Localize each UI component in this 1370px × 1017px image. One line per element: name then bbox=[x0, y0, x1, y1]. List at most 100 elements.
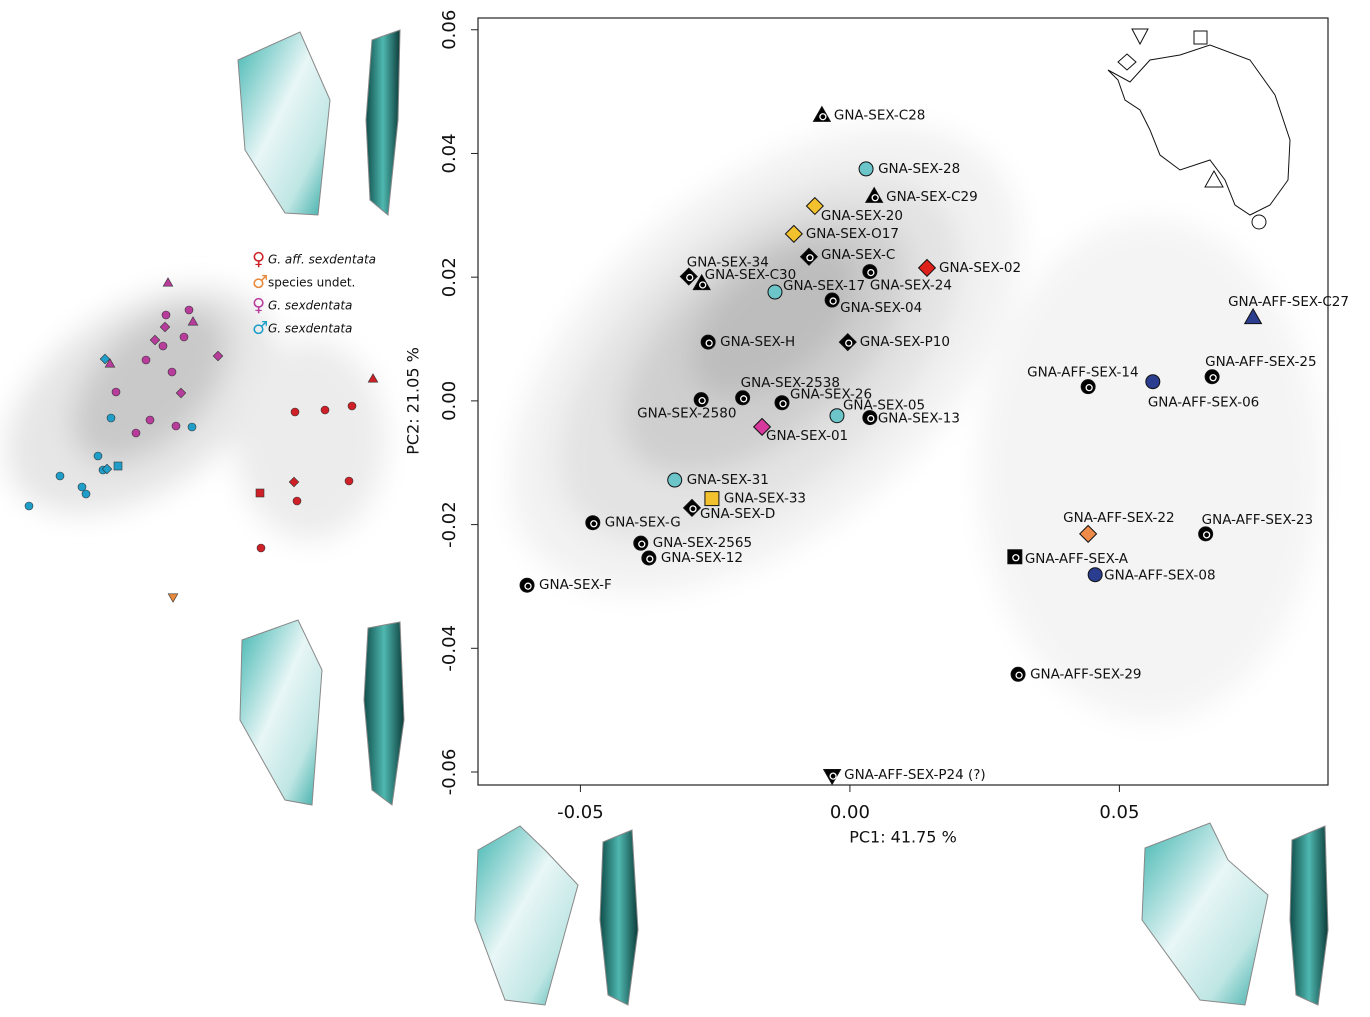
point-label: GNA-SEX-13 bbox=[878, 411, 960, 427]
point bbox=[163, 278, 173, 286]
point bbox=[775, 396, 789, 410]
point-label: GNA-SEX-01 bbox=[766, 428, 848, 444]
point bbox=[701, 335, 715, 349]
point bbox=[1011, 667, 1025, 681]
point-label: GNA-SEX-D bbox=[700, 506, 775, 522]
point bbox=[1205, 370, 1219, 384]
point bbox=[520, 578, 534, 592]
point bbox=[705, 492, 719, 506]
point-label: GNA-SEX-02 bbox=[939, 260, 1021, 276]
point bbox=[142, 356, 150, 364]
y-tick-label: 0.00 bbox=[439, 381, 460, 421]
x-tick-label: 0.05 bbox=[1099, 802, 1139, 823]
point bbox=[162, 311, 170, 319]
legend-label: G. aff. sexdentata bbox=[268, 253, 376, 267]
point bbox=[112, 388, 120, 396]
point bbox=[56, 472, 64, 480]
point-label: GNA-SEX-C29 bbox=[886, 189, 978, 205]
point-label: GNA-SEX-12 bbox=[661, 550, 743, 566]
point bbox=[168, 594, 178, 602]
point-label: GNA-AFF-SEX-P24 (?) bbox=[844, 767, 986, 783]
point bbox=[345, 477, 353, 485]
y-tick-label: 0.06 bbox=[439, 10, 460, 50]
legend-symbol: ♂ bbox=[252, 318, 268, 339]
legend-symbol: ♂ bbox=[252, 272, 268, 293]
point-label: GNA-SEX-33 bbox=[724, 491, 806, 507]
point-label: GNA-SEX-04 bbox=[840, 300, 922, 316]
point bbox=[348, 402, 356, 410]
x-tick-label: -0.05 bbox=[557, 802, 604, 823]
point bbox=[114, 462, 122, 470]
point bbox=[256, 489, 264, 497]
point bbox=[78, 483, 86, 491]
point bbox=[172, 422, 180, 430]
point bbox=[634, 536, 648, 550]
point bbox=[180, 333, 188, 341]
y-tick-label: -0.02 bbox=[439, 501, 460, 548]
point bbox=[1146, 375, 1160, 389]
point-label: GNA-SEX-2565 bbox=[653, 535, 752, 551]
point-label: GNA-SEX-31 bbox=[687, 472, 769, 488]
point bbox=[291, 408, 299, 416]
x-tick-label: 0.00 bbox=[830, 802, 870, 823]
map bbox=[1108, 29, 1290, 229]
point bbox=[768, 285, 782, 299]
legend-symbol: ♀ bbox=[252, 249, 265, 270]
point bbox=[168, 368, 176, 376]
point bbox=[25, 502, 33, 510]
legend-symbol: ♀ bbox=[252, 295, 265, 316]
point-label: GNA-AFF-SEX-22 bbox=[1063, 510, 1174, 526]
point bbox=[694, 393, 708, 407]
point bbox=[830, 409, 844, 423]
point bbox=[257, 544, 265, 552]
point-label: GNA-AFF-SEX-08 bbox=[1104, 568, 1215, 584]
point bbox=[642, 551, 656, 565]
point bbox=[1081, 380, 1095, 394]
point-label: GNA-SEX-F bbox=[539, 577, 612, 593]
legend-label: G. sexdentata bbox=[268, 299, 352, 313]
legend-label: G. sexdentata bbox=[268, 322, 352, 336]
point bbox=[863, 265, 877, 279]
point-label: GNA-AFF-SEX-C27 bbox=[1228, 294, 1349, 310]
point-label: GNA-AFF-SEX-29 bbox=[1030, 666, 1141, 682]
point-label: GNA-AFF-SEX-06 bbox=[1148, 395, 1259, 411]
point bbox=[586, 516, 600, 530]
point bbox=[736, 391, 750, 405]
legend-label: species undet. bbox=[268, 276, 355, 290]
y-tick-label: 0.02 bbox=[439, 257, 460, 297]
legend: ♀G. aff. sexdentata♂species undet.♀G. se… bbox=[252, 249, 376, 339]
point-label: GNA-AFF-SEX-25 bbox=[1205, 354, 1316, 370]
x-axis-label: PC1: 41.75 % bbox=[849, 828, 957, 847]
point-label: GNA-SEX-C28 bbox=[834, 108, 926, 124]
point bbox=[1088, 568, 1102, 582]
point bbox=[188, 423, 196, 431]
point-label: GNA-SEX-O17 bbox=[806, 226, 899, 242]
point bbox=[107, 414, 115, 422]
point bbox=[159, 342, 167, 350]
point-label: GNA-SEX-24 bbox=[870, 278, 952, 294]
point-label: GNA-SEX-20 bbox=[821, 208, 903, 224]
point-label: GNA-AFF-SEX-23 bbox=[1202, 512, 1313, 528]
point bbox=[132, 429, 140, 437]
point bbox=[185, 306, 193, 314]
point-label: GNA-SEX-H bbox=[720, 334, 795, 350]
point-label: GNA-SEX-2580 bbox=[637, 406, 736, 422]
point bbox=[293, 497, 301, 505]
point bbox=[824, 770, 841, 785]
point bbox=[825, 293, 839, 307]
point bbox=[1199, 527, 1213, 541]
point-label: GNA-SEX-17 bbox=[783, 278, 865, 294]
point bbox=[321, 406, 329, 414]
y-tick-label: -0.04 bbox=[439, 625, 460, 672]
point bbox=[94, 452, 102, 460]
point-label: GNA-SEX-P10 bbox=[860, 334, 950, 350]
point-label: GNA-AFF-SEX-14 bbox=[1027, 365, 1138, 381]
figure: PC1: 41.75 % PC2: 21.05 % ♀G. aff. sexde… bbox=[0, 0, 1370, 1013]
point-label: GNA-SEX-C bbox=[821, 247, 895, 263]
y-axis-label: PC2: 21.05 % bbox=[404, 347, 423, 455]
point bbox=[1008, 550, 1022, 564]
point bbox=[859, 162, 873, 176]
y-tick-label: 0.04 bbox=[439, 133, 460, 173]
point bbox=[668, 473, 682, 487]
point bbox=[82, 490, 90, 498]
